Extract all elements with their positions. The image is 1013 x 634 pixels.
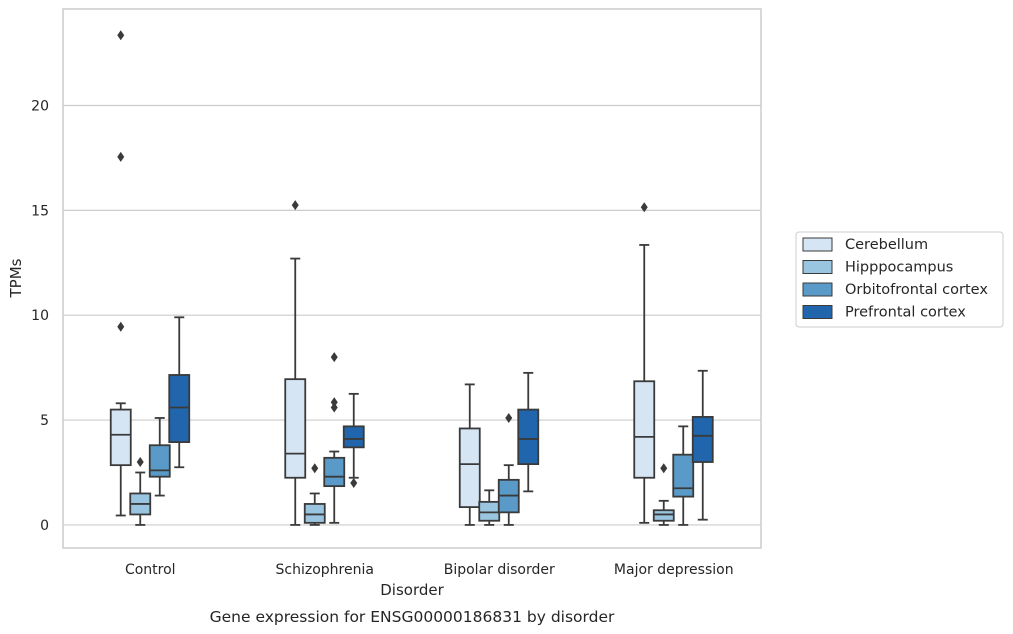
box-orbitofrontal-cortex	[497, 412, 520, 526]
box-iqr	[323, 456, 346, 488]
box-orbitofrontal-cortex	[148, 417, 171, 497]
outlier-point	[117, 321, 125, 332]
outlier-point	[311, 463, 319, 474]
box-iqr	[691, 416, 714, 463]
outlier-point	[117, 30, 125, 41]
legend-swatch	[802, 305, 833, 319]
box-iqr	[109, 408, 132, 467]
outlier-point	[117, 151, 125, 162]
legend: Cerebellum Hipppocampus Orbitofrontal cort…	[795, 231, 1004, 328]
box-orbitofrontal-cortex	[672, 425, 695, 526]
box-prefrontal-cortex	[168, 316, 191, 469]
box-cerebellum	[633, 202, 656, 524]
box-hipppocampus	[129, 457, 152, 526]
x-axis-ticks: Control Schizophrenia Bipolar disorder Majo…	[125, 562, 734, 578]
box-iqr	[148, 444, 171, 478]
outlier-point	[291, 200, 299, 211]
box-hipppocampus	[303, 463, 326, 526]
box-hipppocampus	[652, 463, 675, 526]
legend-label: Hipppocampus	[845, 260, 953, 276]
box-iqr	[342, 425, 365, 449]
box-iqr	[652, 509, 675, 522]
outlier-point	[350, 477, 358, 488]
legend-swatch	[802, 260, 833, 274]
y-tick-label: 20	[31, 98, 49, 114]
outlier-point	[640, 202, 648, 213]
box-iqr	[672, 453, 695, 498]
x-tick-label: Control	[125, 562, 176, 578]
box-iqr	[517, 408, 540, 466]
y-tick-label: 10	[31, 308, 49, 324]
boxes	[109, 30, 714, 526]
legend-swatch	[802, 282, 833, 297]
box-iqr	[284, 378, 307, 479]
box-cerebellum	[284, 200, 307, 526]
y-axis-ticks: 0 5 10 15 20	[31, 98, 49, 533]
outlier-point	[330, 352, 338, 363]
box-iqr	[478, 500, 501, 522]
y-tick-label: 0	[40, 518, 49, 534]
outlier-point	[505, 412, 513, 423]
box-iqr	[303, 503, 326, 524]
chart-caption: Gene expression for ENSG00000186831 by d…	[210, 608, 615, 626]
box-iqr	[168, 374, 191, 443]
y-axis-title: TPMs	[7, 258, 25, 298]
y-tick-label: 15	[31, 203, 49, 219]
box-iqr	[458, 427, 481, 509]
outlier-point	[136, 457, 144, 468]
x-tick-label: Bipolar disorder	[444, 562, 555, 578]
box-prefrontal-cortex	[342, 392, 365, 488]
x-tick-label: Schizophrenia	[276, 562, 374, 578]
outlier-point	[330, 397, 338, 408]
legend-label: Orbitofrontal cortex	[845, 282, 988, 298]
legend-label: Cerebellum	[845, 237, 928, 253]
outlier-point	[660, 463, 668, 474]
legend-swatch	[802, 237, 833, 252]
box-cerebellum	[109, 30, 132, 517]
box-prefrontal-cortex	[691, 369, 714, 521]
plot-frame	[62, 8, 762, 549]
legend-label: Prefrontal cortex	[845, 305, 966, 321]
box-iqr	[633, 380, 656, 479]
outlier-point	[330, 402, 338, 413]
x-axis-title: Disorder	[380, 581, 444, 599]
y-tick-label: 5	[40, 413, 49, 429]
box-cerebellum	[458, 383, 481, 526]
legend-frame	[795, 231, 1004, 328]
x-tick-label: Major depression	[614, 562, 734, 578]
box-prefrontal-cortex	[517, 371, 540, 493]
box-orbitofrontal-cortex	[323, 352, 346, 524]
